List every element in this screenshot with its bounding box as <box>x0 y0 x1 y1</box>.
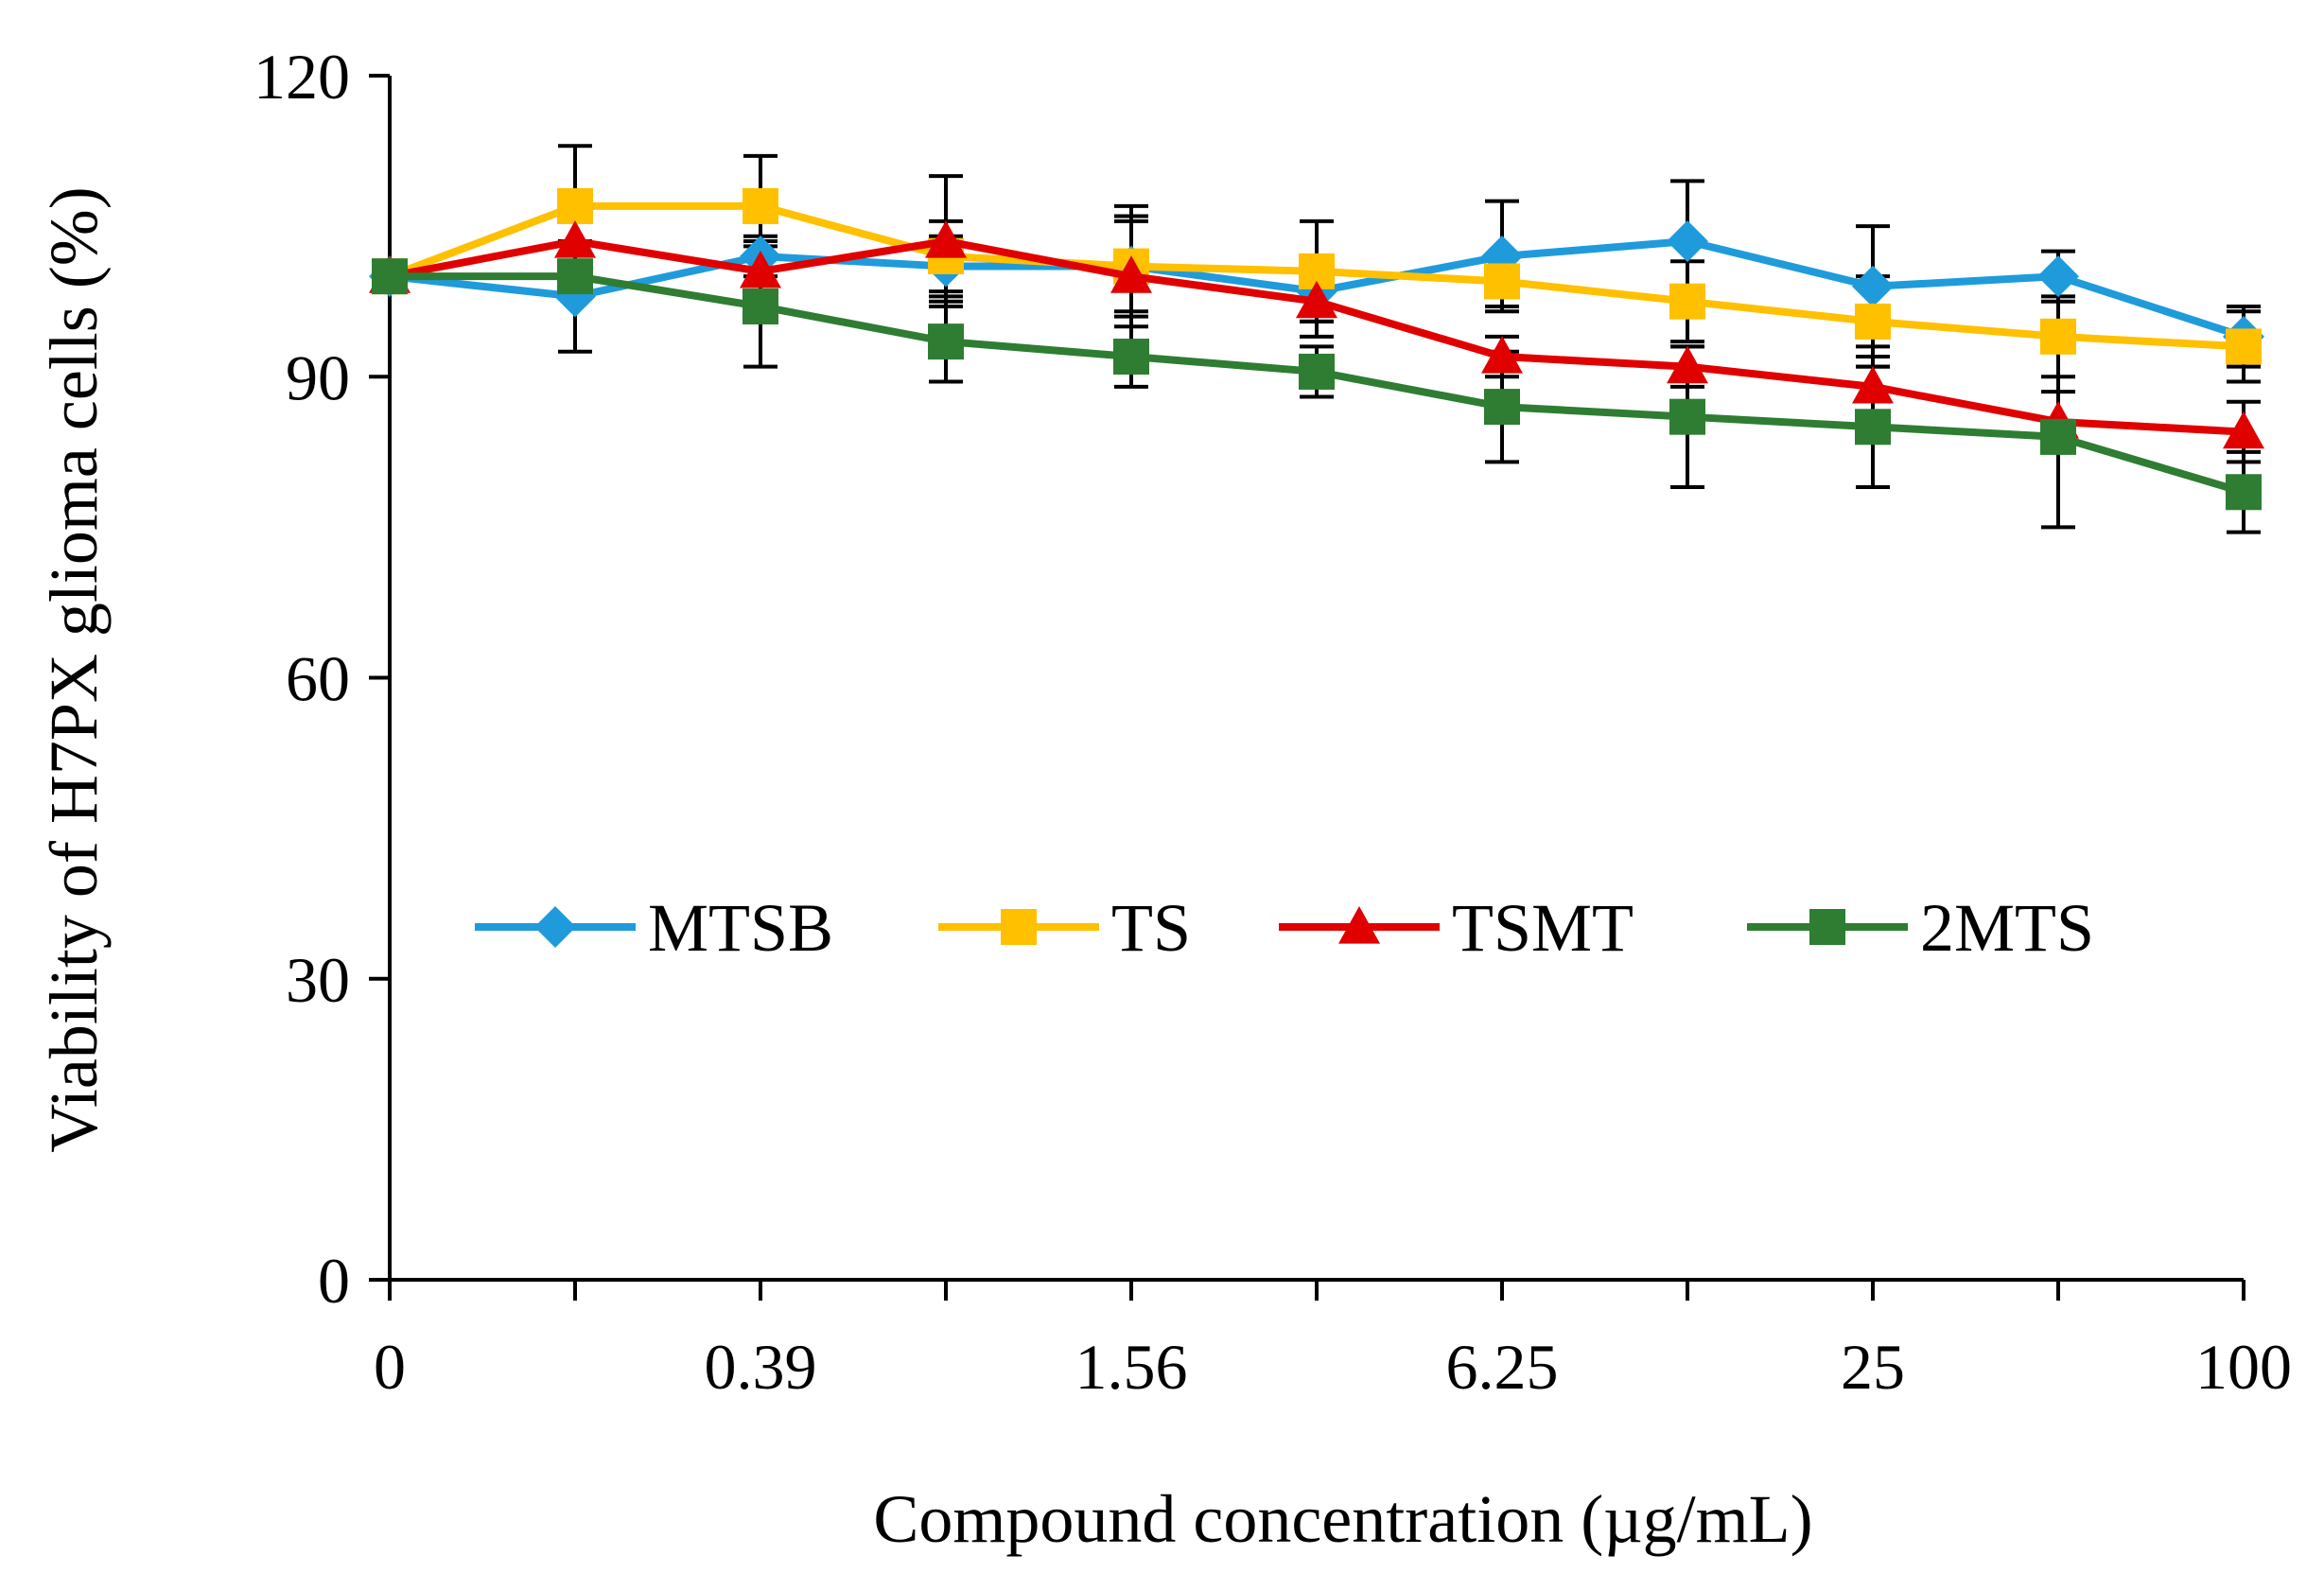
data-point-2mts <box>557 258 593 295</box>
y-tick-label: 120 <box>253 41 350 113</box>
y-axis-title: Viability of H7PX glioma cells (%) <box>36 186 112 1153</box>
data-point-mtsb <box>2037 255 2079 298</box>
data-point-tsmt <box>1110 255 1152 293</box>
data-point-tsmt <box>1296 280 1337 319</box>
data-point-ts <box>2040 318 2076 355</box>
x-tick-label: 0.39 <box>705 1331 817 1403</box>
legend-swatch-marker <box>1001 909 1037 945</box>
y-tick-label: 30 <box>286 944 350 1016</box>
data-point-mtsb <box>1852 265 1894 307</box>
legend-label: 2MTS <box>1920 890 2094 966</box>
data-point-ts <box>743 187 778 224</box>
data-point-2mts <box>2226 474 2262 511</box>
data-point-tsmt <box>740 250 781 288</box>
legend-swatch-marker <box>534 906 576 948</box>
legend: MTSB TS TSMT 2MTS <box>475 890 2094 966</box>
y-tick-label: 60 <box>286 643 350 715</box>
legend-entry-mtsb: MTSB <box>475 890 833 966</box>
data-point-tsmt <box>2223 411 2264 449</box>
data-point-ts <box>1484 263 1520 300</box>
series-tsmt <box>369 220 2264 449</box>
error-bars-layer <box>558 144 2261 534</box>
axes-layer: 0 30 60 90 120 0 0.39 1.56 6.25 25 100 <box>253 41 2292 1403</box>
data-point-tsmt <box>554 220 596 258</box>
y-tick-label: 90 <box>286 341 350 413</box>
legend-label: MTSB <box>648 890 833 966</box>
data-point-ts <box>1669 283 1705 320</box>
data-point-ts <box>557 187 593 224</box>
data-point-2mts <box>1299 353 1335 390</box>
legend-label: TS <box>1111 890 1191 966</box>
data-point-2mts <box>372 258 408 295</box>
legend-entry-tsmt: TSMT <box>1279 890 1634 966</box>
x-tick-label: 25 <box>1841 1331 1905 1403</box>
x-tick-label: 100 <box>2195 1331 2292 1403</box>
x-tick-label: 0 <box>374 1331 406 1403</box>
legend-entry-2mts: 2MTS <box>1747 890 2094 966</box>
data-point-2mts <box>743 288 778 324</box>
legend-entry-ts: TS <box>938 890 1191 966</box>
x-axis-title: Compound concentration (µg/mL) <box>873 1481 1812 1557</box>
series-layer <box>369 187 2264 511</box>
data-point-2mts <box>928 323 964 360</box>
data-point-2mts <box>1484 389 1520 426</box>
legend-swatch-marker <box>1809 909 1845 945</box>
legend-label: TSMT <box>1452 890 1634 966</box>
data-point-mtsb <box>1667 220 1708 263</box>
data-point-2mts <box>1113 339 1149 376</box>
data-point-ts <box>1855 303 1891 340</box>
x-tick-label: 1.56 <box>1075 1331 1188 1403</box>
y-tick-label: 0 <box>318 1245 350 1317</box>
data-point-tsmt <box>1481 336 1523 374</box>
data-point-tsmt <box>1667 345 1708 384</box>
data-point-ts <box>2226 328 2262 365</box>
x-tick-label: 6.25 <box>1446 1331 1559 1403</box>
legend-swatch-marker <box>1338 906 1380 944</box>
data-point-2mts <box>1855 409 1891 446</box>
series-2mts <box>372 258 2262 511</box>
data-point-2mts <box>1669 398 1705 435</box>
data-point-2mts <box>2040 418 2076 455</box>
data-point-tsmt <box>1852 365 1894 404</box>
data-point-tsmt <box>925 220 967 258</box>
